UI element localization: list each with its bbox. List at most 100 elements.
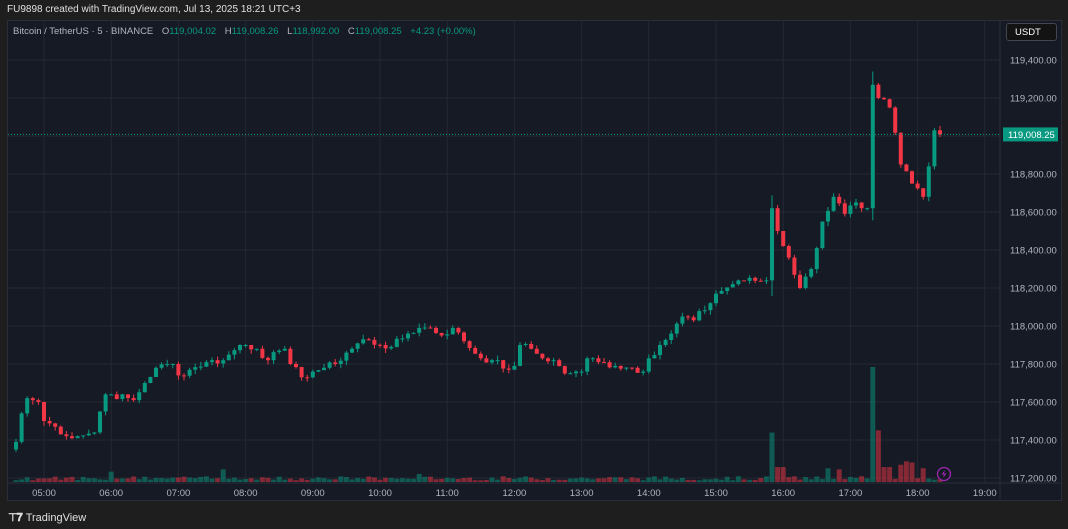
candle-up	[350, 348, 354, 353]
candle-down	[904, 164, 909, 172]
lightning-bolt-icon	[941, 470, 947, 478]
candle-up	[490, 360, 494, 363]
volume-bar	[136, 479, 142, 482]
volume-bar	[635, 478, 641, 482]
candle-down	[366, 339, 371, 341]
candle-down	[42, 402, 46, 421]
volume-bar	[551, 479, 557, 482]
volume-bar	[567, 478, 573, 482]
candle-up	[187, 369, 192, 376]
volume-bar	[556, 479, 562, 482]
candle-down	[758, 280, 763, 282]
candle-down	[131, 397, 136, 401]
candle-up	[574, 371, 578, 374]
candle-up	[870, 84, 875, 209]
candle-up	[652, 355, 657, 359]
volume-bar	[786, 477, 792, 482]
candle-down	[921, 188, 926, 197]
symbol-name[interactable]: Bitcoin / TetherUS · 5 · BINANCE	[13, 26, 154, 37]
volume-bar	[607, 477, 613, 482]
candle-down	[562, 366, 567, 374]
candle-down	[602, 362, 606, 364]
volume-bar	[108, 471, 114, 482]
time-axis-label: 09:00	[301, 488, 325, 499]
candle-down	[456, 327, 461, 333]
volume-bar	[433, 479, 439, 482]
price-axis-label: 117,800.00	[1010, 360, 1057, 371]
candle-up	[344, 352, 349, 361]
volume-bar	[388, 478, 394, 482]
time-axis-label: 06:00	[99, 488, 123, 499]
volume-bar	[735, 476, 741, 482]
volume-bar	[791, 476, 797, 482]
candle-up	[831, 196, 836, 211]
candle-up	[25, 398, 30, 414]
candle-up	[747, 277, 752, 281]
volume-bar	[131, 476, 137, 482]
volume-bar	[691, 479, 697, 482]
candle-down	[47, 421, 52, 424]
candle-up	[254, 348, 259, 350]
volume-bar	[13, 480, 19, 482]
candle-up	[221, 360, 226, 364]
candle-up	[411, 332, 416, 334]
chart-caption: FU9898 created with TradingView.com, Jul…	[7, 4, 301, 15]
close-value: 119,008.25	[354, 26, 402, 37]
time-axis-label: 17:00	[839, 488, 863, 499]
candle-up	[641, 371, 646, 373]
volume-bar	[836, 469, 842, 482]
chart-panel[interactable]	[7, 20, 1062, 501]
volume-bar	[696, 480, 702, 482]
volume-bar	[685, 479, 691, 482]
price-axis-label: 118,600.00	[1010, 208, 1057, 219]
candle-down	[439, 332, 444, 336]
candle-down	[893, 107, 898, 133]
volume-bar	[69, 476, 75, 482]
volume-bar	[719, 479, 725, 482]
candle-up	[719, 291, 724, 294]
volume-bar	[310, 478, 316, 482]
volume-bar	[399, 478, 405, 482]
volume-bar	[523, 476, 529, 482]
candle-up	[159, 364, 164, 368]
candle-up	[361, 339, 366, 344]
time-axis-label: 05:00	[32, 488, 56, 499]
low-value: 118,992.00	[292, 26, 340, 37]
candle-up	[736, 280, 741, 285]
candle-up	[400, 338, 405, 340]
volume-bar	[259, 477, 265, 482]
price-axis-label: 118,200.00	[1010, 284, 1057, 295]
volume-bar	[853, 477, 859, 482]
candle-up	[663, 339, 668, 345]
candle-up	[81, 435, 86, 437]
high-label: H	[224, 26, 232, 37]
volume-bar	[618, 477, 624, 482]
time-axis-label: 12:00	[503, 488, 527, 499]
candle-down	[70, 436, 74, 439]
currency-button[interactable]: USDT	[1006, 23, 1057, 41]
volume-bar	[909, 462, 915, 482]
volume-bar	[584, 478, 590, 482]
candle-up	[697, 311, 702, 321]
candle-down	[887, 99, 892, 108]
volume-bar	[629, 477, 635, 482]
candle-up	[669, 333, 674, 340]
candle-down	[630, 367, 634, 369]
volume-bar	[299, 478, 305, 482]
volume-bar	[724, 476, 730, 482]
last-price-badge	[1003, 127, 1058, 142]
candle-up	[327, 362, 332, 368]
volume-bar	[780, 467, 786, 482]
volume-bar	[416, 473, 422, 482]
volume-bar	[506, 477, 512, 482]
volume-bar	[758, 478, 764, 482]
candle-down	[462, 332, 466, 342]
volume-bar	[383, 477, 389, 482]
candle-up	[613, 365, 618, 368]
volume-bar	[881, 467, 887, 482]
candle-up	[243, 345, 248, 346]
candle-up	[310, 371, 315, 378]
candle-down	[607, 362, 612, 368]
volume-bar	[623, 479, 629, 482]
